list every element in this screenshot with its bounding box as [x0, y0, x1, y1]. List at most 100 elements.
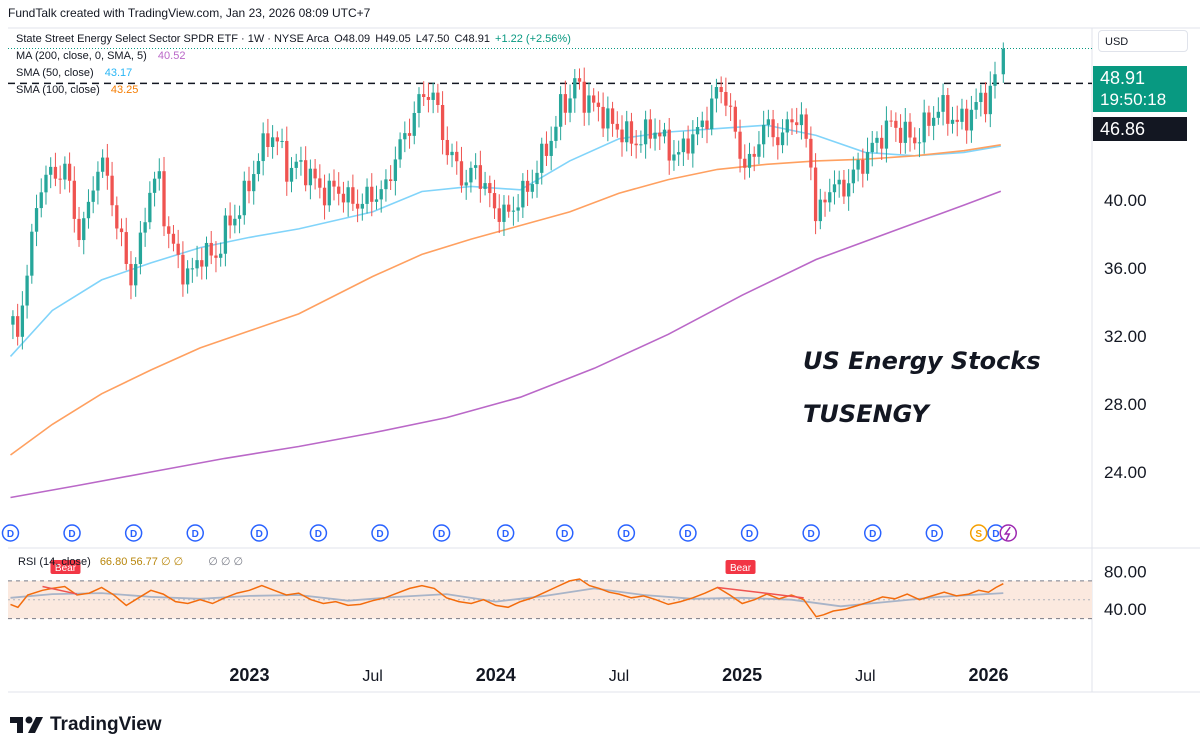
sma100-legend[interactable]: SMA (100, close) 43.25: [16, 84, 140, 96]
candle-body: [634, 143, 638, 146]
candle-body: [233, 218, 237, 226]
tradingview-logo[interactable]: TradingView: [10, 712, 162, 738]
sma50-legend[interactable]: SMA (50, close) 43.17: [16, 67, 134, 79]
candle-body: [77, 218, 81, 241]
dividend-marker: [1, 524, 20, 542]
candle-body: [743, 158, 747, 168]
candle-body: [195, 260, 199, 269]
candle-body: [931, 117, 936, 126]
candle-body: [327, 180, 331, 206]
chart-header: FundTalk created with TradingView.com, J…: [8, 6, 371, 20]
candle-body: [563, 94, 568, 113]
dividend-marker-label: D: [130, 529, 137, 540]
candle-body: [620, 129, 624, 143]
candle-body: [58, 178, 62, 180]
candle-body: [464, 182, 468, 186]
candle-body: [445, 139, 449, 156]
candle-body: [256, 161, 261, 175]
candle-body: [606, 108, 610, 129]
candle-body: [11, 316, 15, 325]
candle-body: [497, 208, 501, 222]
time-axis-label: 2024: [476, 665, 516, 685]
candle-body: [299, 160, 303, 162]
candle-body: [752, 153, 756, 157]
dividend-marker-label: D: [256, 529, 263, 540]
candle-body: [974, 102, 978, 110]
candle-body: [285, 140, 289, 182]
candle-body: [615, 123, 619, 130]
candle-body: [223, 215, 228, 254]
candle-body: [757, 144, 761, 157]
candle-body: [710, 98, 714, 130]
candle-body: [629, 121, 634, 144]
candle-body: [809, 138, 813, 168]
dividend-marker: [186, 524, 204, 542]
price-axis-label: 40.00: [1104, 191, 1147, 210]
change-value: +1.22 (+2.56%): [495, 33, 571, 45]
close-value: C48.91: [454, 33, 490, 45]
candle-body: [733, 106, 737, 132]
dividend-marker: [432, 524, 451, 542]
ma200-legend[interactable]: MA (200, close, 0, SMA, 5) 40.52: [16, 50, 187, 62]
candle-body: [946, 95, 950, 124]
candle-body: [209, 242, 213, 256]
rsi-legend[interactable]: RSI (14, close) 66.80 56.77 ∅ ∅ ∅ ∅ ∅: [18, 555, 245, 568]
candle-body: [766, 119, 771, 125]
candle-body: [351, 187, 355, 204]
dividend-marker-label: D: [808, 529, 815, 540]
symbol-name: State Street Energy Select Sector SPDR E…: [16, 33, 329, 45]
candle-body: [927, 112, 931, 126]
dividend-marker-label: D: [192, 529, 199, 540]
candle-body: [412, 112, 416, 136]
candle-body: [44, 174, 48, 193]
candle-body: [681, 138, 686, 153]
candle-body: [86, 201, 91, 219]
candle-body: [643, 119, 648, 145]
candle-body: [653, 132, 657, 139]
candle-body: [558, 94, 563, 127]
candle-body: [828, 192, 832, 203]
candle-body: [950, 119, 955, 124]
candle-body: [705, 120, 709, 130]
ma-line: [10, 190, 1002, 499]
candle-body: [780, 132, 785, 146]
candle-body: [91, 190, 95, 202]
candle-body: [308, 168, 313, 186]
candle-body: [592, 95, 596, 103]
candle-body: [691, 134, 695, 154]
candle-body: [993, 74, 997, 86]
candle-body: [341, 193, 346, 203]
candle-body: [776, 137, 780, 146]
candle-body: [818, 199, 822, 222]
candle-body: [96, 171, 100, 191]
candle-body: [804, 114, 808, 139]
candle-body: [492, 193, 497, 209]
dividend-marker: [496, 524, 515, 542]
currency-selector[interactable]: USD: [1098, 30, 1188, 52]
rsi-extra-values: ∅ ∅ ∅: [208, 556, 244, 568]
candle-body: [823, 199, 827, 203]
candle-body: [832, 184, 837, 193]
candle-body: [837, 179, 841, 185]
candle-body: [577, 78, 582, 82]
bear-label: Bear: [55, 563, 77, 574]
candle-body: [554, 126, 558, 141]
candle-body: [360, 203, 364, 209]
candle-body: [407, 133, 412, 136]
candle-body: [148, 192, 152, 223]
candle-body: [280, 140, 284, 142]
candle-body: [431, 92, 435, 100]
candle-body: [785, 119, 789, 133]
candle-body: [25, 275, 29, 306]
price-axis-label: 36.00: [1104, 259, 1147, 278]
candle-body: [190, 268, 194, 270]
candle-body: [30, 231, 34, 276]
candle-body: [747, 153, 752, 168]
candle-body: [403, 133, 407, 140]
dividend-marker-label: D: [438, 529, 445, 540]
candle-body: [275, 137, 279, 142]
rsi-axis-label: 80.00: [1104, 562, 1147, 581]
event-marker: [999, 524, 1017, 542]
candle-body: [714, 87, 719, 99]
